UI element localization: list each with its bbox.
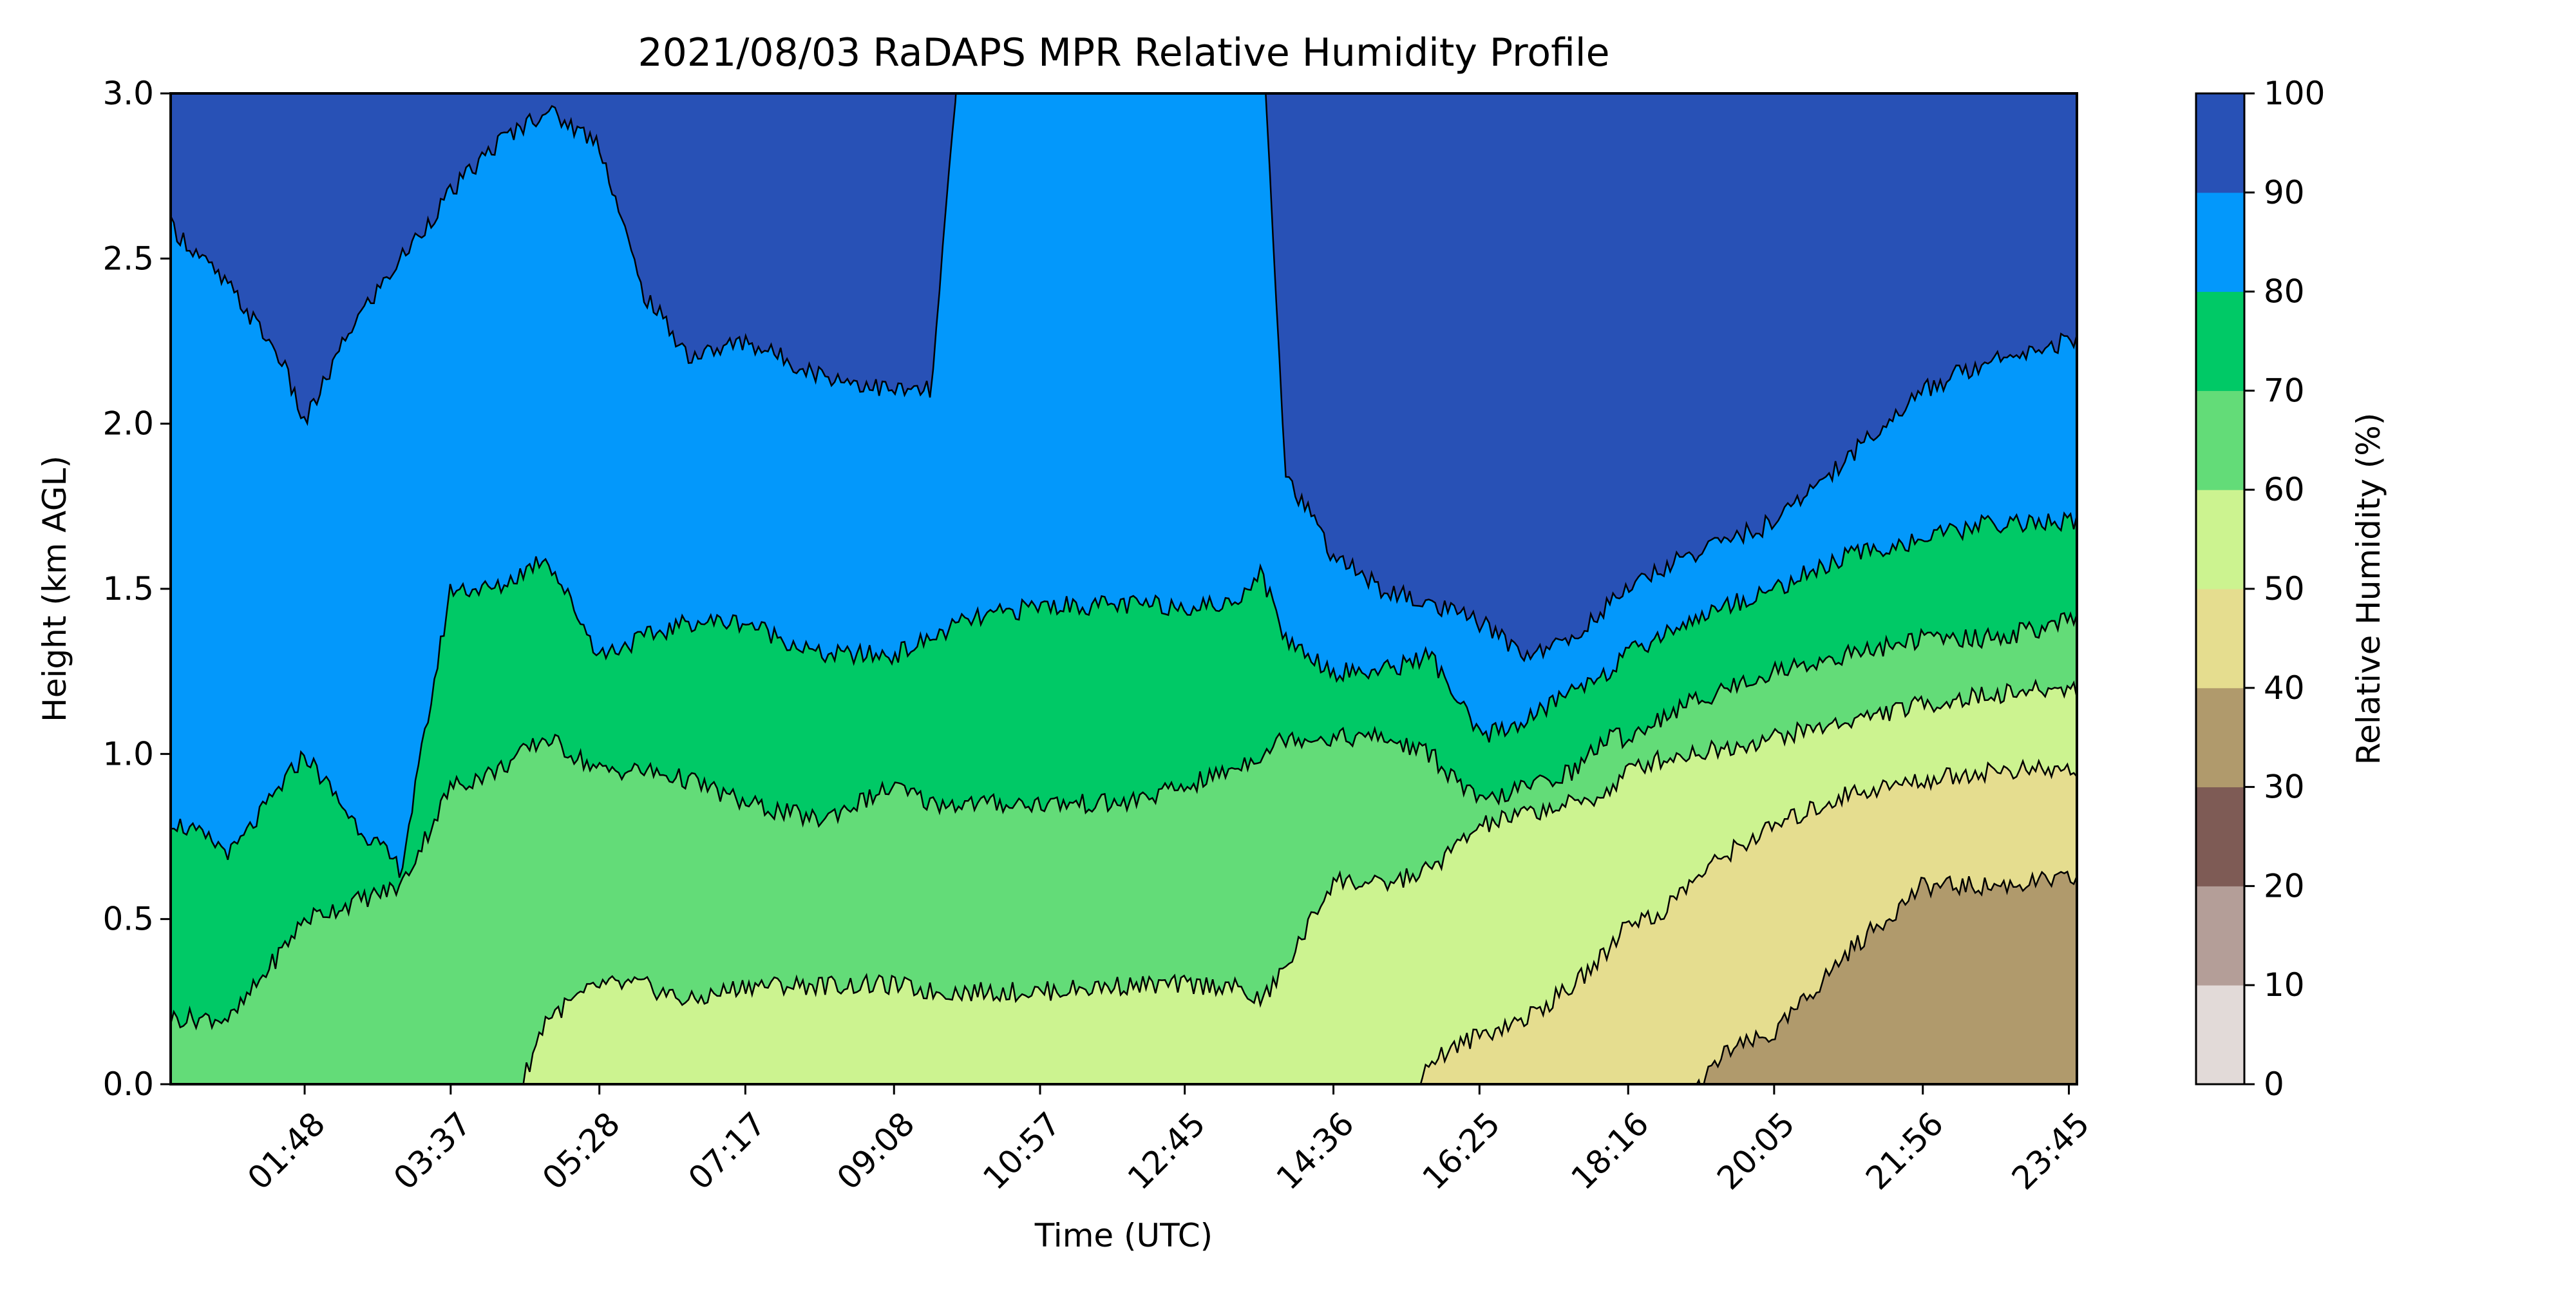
colorbar-tick-label: 90 bbox=[2264, 174, 2305, 211]
contour-line-90 bbox=[171, 93, 2077, 663]
colorbar-tick-label: 50 bbox=[2264, 570, 2305, 607]
colorbar-tick-label: 0 bbox=[2264, 1066, 2284, 1103]
y-tick-label: 3.0 bbox=[102, 75, 154, 112]
contour-line-60 bbox=[522, 678, 2077, 1084]
colorbar-segment bbox=[2196, 390, 2244, 490]
colorbar-tick-label: 30 bbox=[2264, 769, 2305, 806]
band-90-100 bbox=[171, 93, 2077, 661]
colorbar-tick-label: 40 bbox=[2264, 669, 2305, 707]
colorbar-segment bbox=[2196, 886, 2244, 986]
colorbar-segment bbox=[2196, 192, 2244, 292]
y-tick-label: 1.0 bbox=[102, 735, 154, 772]
colorbar-segment bbox=[2196, 687, 2244, 788]
contour-line-50 bbox=[1419, 758, 2077, 1084]
colorbar-tick-label: 80 bbox=[2264, 273, 2305, 311]
colorbar-tick-label: 100 bbox=[2264, 75, 2325, 112]
colorbar-label: Relative Humidity (%) bbox=[2350, 413, 2387, 765]
y-tick-label: 2.0 bbox=[102, 405, 154, 443]
colorbar-tick-label: 70 bbox=[2264, 372, 2305, 409]
colorbar-segment bbox=[2196, 490, 2244, 589]
contour-line-70 bbox=[171, 611, 2077, 1031]
colorbar-tick-label: 20 bbox=[2264, 867, 2305, 904]
colorbar-tick-label: 10 bbox=[2264, 966, 2305, 1004]
colorbar-segment bbox=[2196, 787, 2244, 886]
y-axis-label: Height (km AGL) bbox=[36, 455, 73, 722]
colorbar-segment bbox=[2196, 291, 2244, 391]
contour-lines bbox=[171, 93, 2077, 1084]
chart-title: 2021/08/03 RaDAPS MPR Relative Humidity … bbox=[638, 30, 1610, 75]
y-axis: 0.0 0.5 1.0 1.5 2.0 2.5 3.0 bbox=[102, 75, 171, 1103]
y-tick-label: 0.0 bbox=[102, 1066, 154, 1103]
colorbar: 0 10 20 30 40 50 60 70 80 90 100 bbox=[2195, 75, 2325, 1103]
contour-line-30 bbox=[1696, 870, 2077, 1084]
y-tick-label: 2.5 bbox=[102, 240, 154, 277]
band-30-40 bbox=[1696, 872, 2077, 1084]
x-axis-label: Time (UTC) bbox=[1034, 1217, 1213, 1254]
colorbar-tick-label: 60 bbox=[2264, 471, 2305, 508]
colorbar-segment bbox=[2196, 589, 2244, 689]
contour-line-80 bbox=[171, 511, 2077, 878]
y-tick-label: 1.5 bbox=[102, 570, 154, 607]
colorbar-segment bbox=[2196, 93, 2244, 193]
y-tick-label: 0.5 bbox=[102, 901, 154, 938]
colorbar-segment bbox=[2196, 985, 2244, 1085]
